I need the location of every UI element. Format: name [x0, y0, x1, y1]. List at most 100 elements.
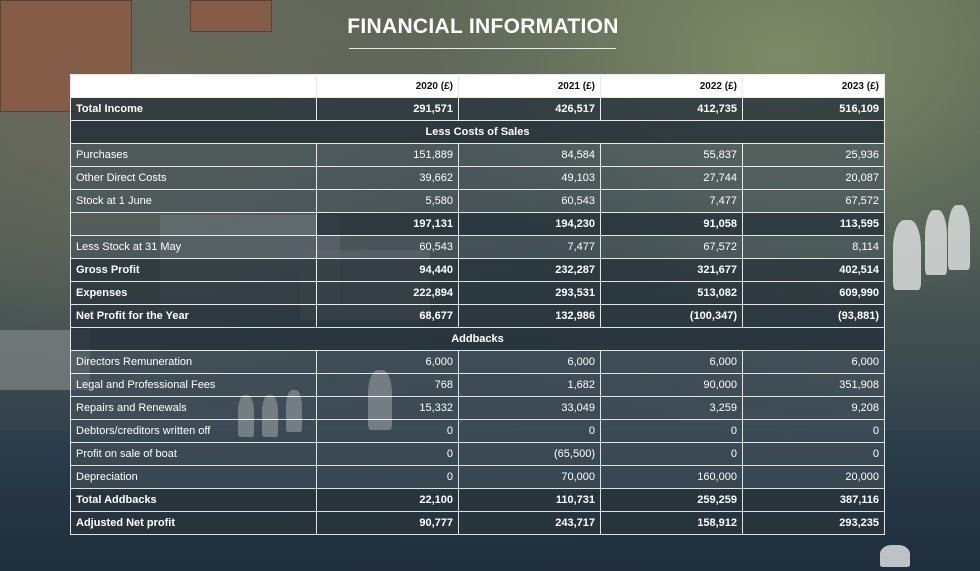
value-cell: 0	[316, 419, 459, 443]
boat-image	[925, 210, 947, 275]
value-cell: 110,731	[458, 488, 601, 512]
value-cell: 194,230	[458, 212, 601, 236]
value-cell: 7,477	[600, 189, 743, 213]
section-header: Less Costs of Sales	[70, 120, 885, 144]
value-cell: 49,103	[458, 166, 601, 190]
table-row: Directors Remuneration 6,000 6,000 6,000…	[70, 350, 885, 374]
value-cell: (100,347)	[600, 304, 743, 328]
row-label: Expenses	[70, 281, 317, 305]
value-cell: 113,595	[742, 212, 885, 236]
value-cell: 94,440	[316, 258, 459, 282]
value-cell: 6,000	[600, 350, 743, 374]
value-cell: 387,116	[742, 488, 885, 512]
row-label: Profit on sale of boat	[70, 442, 317, 466]
value-cell: 60,543	[316, 235, 459, 259]
table-row: Debtors/creditors written off 0 0 0 0	[70, 419, 885, 443]
value-cell: 426,517	[458, 97, 601, 121]
value-cell: 609,990	[742, 281, 885, 305]
financial-table: 2020 (£) 2021 (£) 2022 (£) 2023 (£) Tota…	[70, 74, 885, 535]
value-cell: 0	[458, 419, 601, 443]
title-underline	[349, 48, 616, 49]
value-cell: 412,735	[600, 97, 743, 121]
value-cell: 70,000	[458, 465, 601, 489]
value-cell: 22,100	[316, 488, 459, 512]
table-row: Stock at 1 June 5,580 60,543 7,477 67,57…	[70, 189, 885, 213]
value-cell: 7,477	[458, 235, 601, 259]
table-row: Depreciation 0 70,000 160,000 20,000	[70, 465, 885, 489]
value-cell: 33,049	[458, 396, 601, 420]
value-cell: 516,109	[742, 97, 885, 121]
row-label: Repairs and Renewals	[70, 396, 317, 420]
table-row: Purchases 151,889 84,584 55,837 25,936	[70, 143, 885, 167]
table-row: Other Direct Costs 39,662 49,103 27,744 …	[70, 166, 885, 190]
value-cell: 293,531	[458, 281, 601, 305]
value-cell: 6,000	[316, 350, 459, 374]
value-cell: 91,058	[600, 212, 743, 236]
value-cell: 9,208	[742, 396, 885, 420]
value-cell: 0	[600, 419, 743, 443]
value-cell: 402,514	[742, 258, 885, 282]
year-header: 2023 (£)	[742, 74, 885, 98]
value-cell: 68,677	[316, 304, 459, 328]
value-cell: 0	[316, 442, 459, 466]
section-title: Less Costs of Sales	[70, 120, 885, 144]
boat-image	[948, 205, 970, 270]
section-title: Addbacks	[70, 327, 885, 351]
value-cell: 8,114	[742, 235, 885, 259]
year-header: 2022 (£)	[600, 74, 743, 98]
row-label: Net Profit for the Year	[70, 304, 317, 328]
value-cell: 151,889	[316, 143, 459, 167]
row-label: Other Direct Costs	[70, 166, 317, 190]
value-cell: 20,087	[742, 166, 885, 190]
value-cell: 0	[742, 419, 885, 443]
value-cell: 291,571	[316, 97, 459, 121]
value-cell: 513,082	[600, 281, 743, 305]
value-cell: 90,000	[600, 373, 743, 397]
value-cell: 293,235	[742, 511, 885, 535]
table-row: Total Addbacks 22,100 110,731 259,259 38…	[70, 488, 885, 512]
row-label: Less Stock at 31 May	[70, 235, 317, 259]
value-cell: 158,912	[600, 511, 743, 535]
boat-image	[880, 545, 910, 567]
value-cell: 321,677	[600, 258, 743, 282]
table-row: Adjusted Net profit 90,777 243,717 158,9…	[70, 511, 885, 535]
value-cell: 5,580	[316, 189, 459, 213]
boat-image	[893, 220, 921, 290]
value-cell: 6,000	[742, 350, 885, 374]
value-cell: 351,908	[742, 373, 885, 397]
value-cell: 232,287	[458, 258, 601, 282]
row-label: Directors Remuneration	[70, 350, 317, 374]
header-label-cell	[70, 74, 317, 98]
value-cell: 84,584	[458, 143, 601, 167]
value-cell: 67,572	[742, 189, 885, 213]
row-label: Gross Profit	[70, 258, 317, 282]
header-row: 2020 (£) 2021 (£) 2022 (£) 2023 (£)	[70, 74, 885, 98]
value-cell: 55,837	[600, 143, 743, 167]
value-cell: 25,936	[742, 143, 885, 167]
year-header: 2021 (£)	[458, 74, 601, 98]
value-cell: 27,744	[600, 166, 743, 190]
value-cell: 132,986	[458, 304, 601, 328]
building-image	[190, 0, 272, 32]
value-cell: 60,543	[458, 189, 601, 213]
value-cell: 0	[600, 442, 743, 466]
value-cell: 15,332	[316, 396, 459, 420]
value-cell: 0	[742, 442, 885, 466]
table-row: Gross Profit 94,440 232,287 321,677 402,…	[70, 258, 885, 282]
value-cell: 6,000	[458, 350, 601, 374]
value-cell: (65,500)	[458, 442, 601, 466]
value-cell: 0	[316, 465, 459, 489]
section-header: Addbacks	[70, 327, 885, 351]
table-row: Profit on sale of boat 0 (65,500) 0 0	[70, 442, 885, 466]
table-row: Less Stock at 31 May 60,543 7,477 67,572…	[70, 235, 885, 259]
row-label: Purchases	[70, 143, 317, 167]
table-row: Expenses 222,894 293,531 513,082 609,990	[70, 281, 885, 305]
value-cell: 160,000	[600, 465, 743, 489]
row-label: Stock at 1 June	[70, 189, 317, 213]
subtotal-row: 197,131 194,230 91,058 113,595	[70, 212, 885, 236]
value-cell: 39,662	[316, 166, 459, 190]
value-cell: 3,259	[600, 396, 743, 420]
value-cell: 768	[316, 373, 459, 397]
value-cell: 1,682	[458, 373, 601, 397]
value-cell: 243,717	[458, 511, 601, 535]
